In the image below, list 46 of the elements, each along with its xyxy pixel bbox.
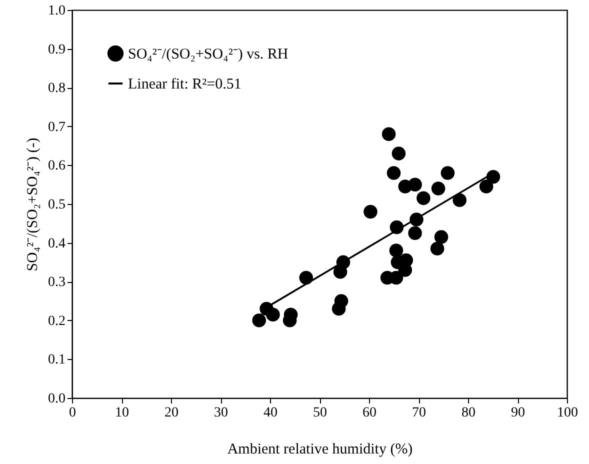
legend-label: Linear fit: R²=0.51 (128, 76, 242, 92)
y-tick-label: 1.0 (48, 4, 66, 18)
point (408, 226, 422, 240)
point (382, 127, 396, 142)
y-tick-label: 0.6 (48, 158, 66, 174)
y-tick-label: 0.1 (48, 352, 66, 368)
point (486, 170, 500, 184)
y-tick-label: 0.9 (48, 42, 66, 58)
point (392, 146, 406, 160)
point (408, 178, 422, 192)
point (364, 204, 378, 219)
y-tick-label: 0.7 (48, 120, 66, 135)
point (252, 314, 266, 328)
x-tick-label: 50 (313, 406, 327, 420)
x-tick-label: 70 (412, 406, 426, 420)
x-tick-label: 60 (362, 406, 376, 420)
point (479, 180, 494, 194)
legend-label: SO₄²⁻/(SO₂+SO₄²⁻) vs. RH (128, 46, 288, 62)
x-axis-title: Ambient relative humidity (%) (227, 442, 413, 458)
y-tick-label: 0.2 (48, 314, 66, 329)
point (440, 166, 455, 180)
y-tick-label: 0.0 (48, 392, 66, 406)
x-tick-label: 40 (264, 406, 278, 420)
point (386, 166, 401, 180)
point (334, 294, 348, 308)
y-tick-label: 0.3 (48, 275, 66, 290)
x-tick-label: 100 (557, 406, 578, 420)
x-tick-label: 0 (69, 406, 76, 420)
point (434, 230, 448, 244)
x-tick-label: 10 (115, 406, 129, 420)
x-tick-label: 90 (511, 406, 525, 420)
point (266, 308, 280, 322)
y-tick-label: 0.8 (48, 81, 66, 96)
y-axis-title: SO₄²⁻/(SO₂+SO₄²⁻) (-) (25, 138, 41, 272)
point (416, 191, 430, 206)
x-tick-label: 80 (462, 406, 476, 420)
x-tick-label: 30 (214, 406, 228, 420)
point (389, 244, 404, 258)
point (399, 253, 414, 268)
point (452, 193, 466, 207)
y-tick-label: 0.5 (48, 198, 66, 212)
point (430, 242, 444, 256)
point (431, 182, 446, 196)
y-tick-label: 0.4 (48, 236, 66, 252)
point (299, 270, 314, 285)
x-tick-label: 20 (164, 406, 178, 420)
